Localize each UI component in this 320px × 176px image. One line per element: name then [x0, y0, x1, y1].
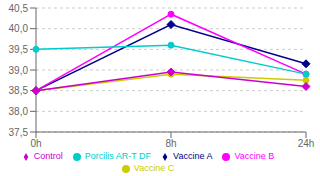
- html-text:Control: Control: [33, 151, 63, 161]
- svg-text:38,0: 38,0: [9, 106, 29, 117]
- svg-text:40,5: 40,5: [9, 3, 29, 14]
- html-text:Vaccine A: Vaccine A: [173, 151, 213, 161]
- svg-text:0h: 0h: [30, 138, 41, 149]
- svg-text:40,0: 40,0: [9, 23, 29, 34]
- svg-text:24h: 24h: [298, 138, 312, 149]
- svg-text:39,0: 39,0: [9, 65, 29, 76]
- svg-text:38,5: 38,5: [9, 85, 29, 96]
- svg-text:39,5: 39,5: [9, 44, 29, 55]
- svg-text:37,5: 37,5: [9, 127, 29, 138]
- html-text:Porcilis AR-T DF: Porcilis AR-T DF: [84, 151, 152, 161]
- html-text:Vaccine B: Vaccine B: [234, 151, 275, 161]
- html-text:Vaccine C: Vaccine C: [133, 163, 175, 173]
- svg-text:8h: 8h: [165, 138, 176, 149]
